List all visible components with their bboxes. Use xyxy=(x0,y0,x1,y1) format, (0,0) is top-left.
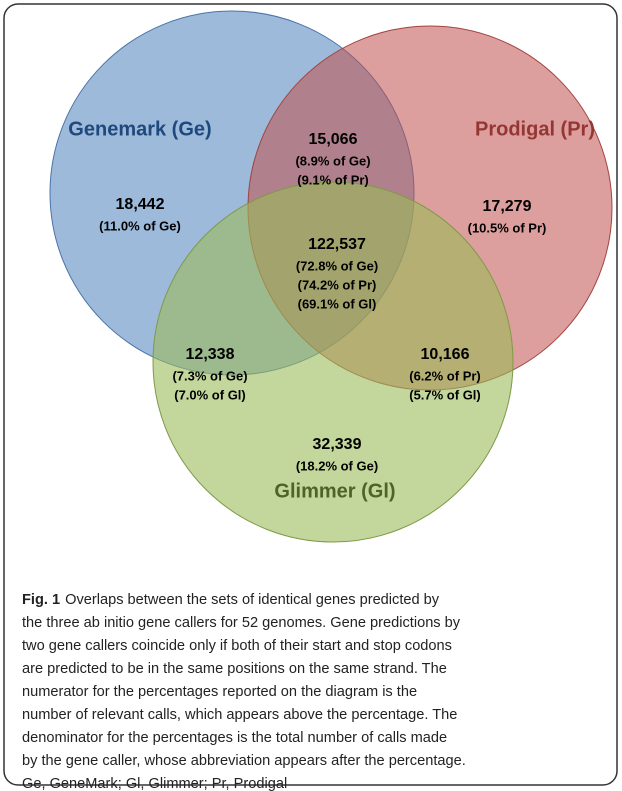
region-percent: (7.3% of Ge) xyxy=(172,368,247,383)
region-percent: (7.0% of Gl) xyxy=(174,387,246,402)
caption-line: the three ab initio gene callers for 52 … xyxy=(22,615,461,631)
caption-text: Overlaps between the sets of identical g… xyxy=(65,592,440,608)
region-percent: (72.8% of Ge) xyxy=(296,258,378,273)
caption-line: number of relevant calls, which appears … xyxy=(22,707,457,723)
region-count: 122,537 xyxy=(308,236,366,253)
region-count: 17,279 xyxy=(483,198,532,215)
set-label: Genemark (Ge) xyxy=(68,118,211,140)
caption-line: Fig. 1 Overlaps between the sets of ident… xyxy=(22,592,440,608)
caption-line: are predicted to be in the same position… xyxy=(22,661,447,677)
region-percent: (18.2% of Ge) xyxy=(296,458,378,473)
set-label: Glimmer (Gl) xyxy=(274,480,395,502)
region-count: 10,166 xyxy=(421,346,470,363)
region-percent: (74.2% of Pr) xyxy=(298,277,377,292)
region-percent: (10.5% of Pr) xyxy=(468,220,547,235)
region-percent: (5.7% of Gl) xyxy=(409,387,481,402)
region-percent: (9.1% of Pr) xyxy=(297,172,369,187)
caption-line: denominator for the percentages is the t… xyxy=(22,730,447,746)
region-count: 32,339 xyxy=(313,436,362,453)
region-count: 15,066 xyxy=(309,131,358,148)
set-label: Prodigal (Pr) xyxy=(475,118,595,140)
glimmer-circle xyxy=(152,181,514,543)
caption-line: two gene callers coincide only if both o… xyxy=(22,638,452,654)
caption-line: numerator for the percentages reported o… xyxy=(22,684,417,700)
caption-line: Ge, GeneMark; Gl, Glimmer; Pr, Prodigal xyxy=(22,776,287,791)
region-count: 12,338 xyxy=(186,346,235,363)
labels: Genemark (Ge) Prodigal (Pr) Glimmer (Gl) 18… xyxy=(22,118,595,791)
region-percent: (69.1% of Gl) xyxy=(298,296,377,311)
region-percent: (11.0% of Ge) xyxy=(99,218,181,233)
region-percent: (8.9% of Ge) xyxy=(295,153,370,168)
caption-line: by the gene caller, whose abbreviation a… xyxy=(22,753,466,769)
caption-label: Fig. 1 xyxy=(22,592,60,608)
region-percent: (6.2% of Pr) xyxy=(409,368,481,383)
region-count: 18,442 xyxy=(116,196,165,213)
